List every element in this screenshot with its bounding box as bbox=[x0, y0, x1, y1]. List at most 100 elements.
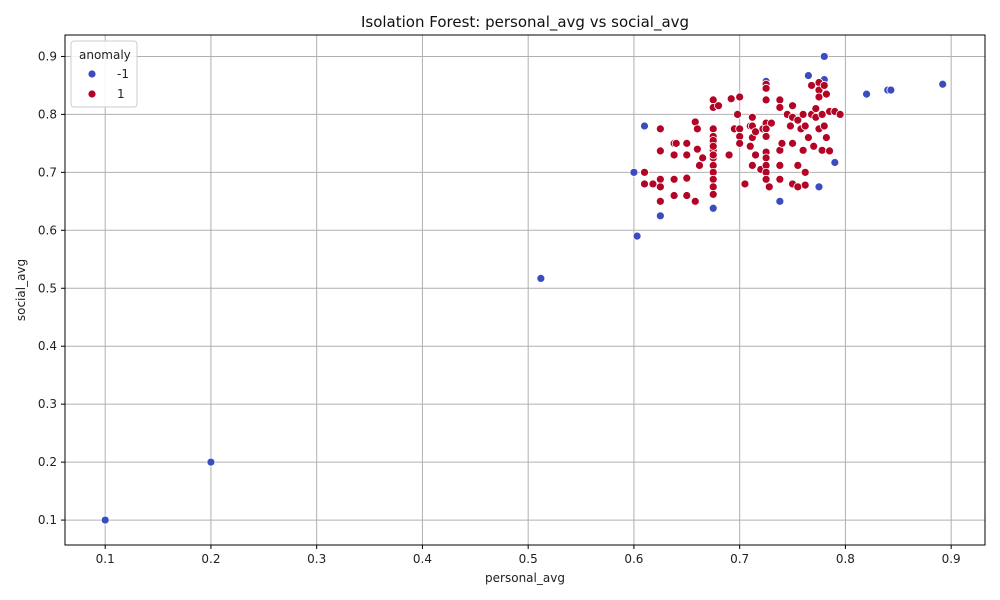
normal-point bbox=[761, 174, 771, 184]
anomaly-point bbox=[206, 457, 216, 467]
normal-point bbox=[648, 179, 658, 189]
normal-point bbox=[655, 174, 665, 184]
anomaly-point bbox=[819, 52, 829, 61]
x-axis-label: personal_avg bbox=[485, 571, 565, 585]
normal-point bbox=[804, 133, 813, 142]
plot-area bbox=[64, 34, 986, 546]
normal-point bbox=[798, 145, 808, 155]
normal-point bbox=[747, 112, 757, 122]
x-tick-label: 0.5 bbox=[519, 552, 538, 566]
normal-point bbox=[740, 179, 750, 189]
normal-point bbox=[766, 118, 776, 128]
normal-point bbox=[671, 138, 681, 148]
normal-point bbox=[800, 121, 810, 131]
normal-point bbox=[682, 173, 692, 183]
normal-point bbox=[819, 121, 829, 131]
plot-frame bbox=[64, 34, 986, 546]
normal-point bbox=[786, 121, 795, 131]
normal-point bbox=[807, 81, 816, 90]
normal-point bbox=[821, 89, 831, 99]
x-tick-label: 0.6 bbox=[624, 552, 643, 566]
x-tick-label: 0.2 bbox=[201, 552, 220, 566]
x-tick-label: 0.3 bbox=[307, 552, 326, 566]
chart-title: Isolation Forest: personal_avg vs social… bbox=[361, 13, 689, 32]
anomaly-point bbox=[830, 158, 840, 167]
legend-box bbox=[70, 40, 138, 108]
normal-point bbox=[655, 146, 665, 156]
normal-point bbox=[800, 167, 810, 177]
normal-point bbox=[793, 182, 803, 192]
normal-point bbox=[735, 124, 745, 134]
legend-marker-neg1 bbox=[87, 69, 97, 79]
normal-point bbox=[745, 141, 755, 151]
normal-point bbox=[775, 174, 785, 184]
normal-point bbox=[695, 160, 704, 170]
legend-label-1: 1 bbox=[117, 87, 125, 101]
normal-point bbox=[800, 180, 810, 190]
normal-point bbox=[640, 179, 649, 189]
normal-point bbox=[788, 101, 797, 111]
normal-point bbox=[682, 191, 692, 200]
y-tick-label: 0.3 bbox=[38, 397, 57, 411]
normal-point bbox=[775, 95, 785, 105]
normal-point bbox=[811, 104, 821, 114]
normal-point bbox=[682, 150, 692, 160]
normal-point bbox=[798, 109, 808, 119]
normal-point bbox=[764, 182, 774, 192]
y-tick-label: 0.1 bbox=[38, 513, 57, 527]
normal-point bbox=[708, 189, 718, 199]
normal-point bbox=[735, 92, 745, 102]
y-tick-label: 0.4 bbox=[38, 339, 57, 353]
normal-point bbox=[751, 127, 760, 137]
normal-point bbox=[655, 182, 665, 192]
anomaly-point bbox=[536, 274, 546, 283]
normal-point bbox=[819, 81, 829, 90]
x-tick-label: 0.7 bbox=[730, 552, 749, 566]
normal-point bbox=[793, 115, 803, 125]
anomaly-point bbox=[708, 203, 718, 213]
normal-point bbox=[708, 150, 718, 160]
anomaly-point bbox=[640, 121, 649, 131]
y-tick-label: 0.8 bbox=[38, 107, 57, 121]
y-tick-label: 0.6 bbox=[38, 223, 57, 237]
normal-point bbox=[708, 141, 718, 151]
normal-point bbox=[751, 150, 760, 160]
normal-point bbox=[775, 103, 785, 112]
legend-label-neg1: -1 bbox=[117, 67, 129, 81]
normal-point bbox=[793, 160, 803, 170]
y-tick-label: 0.9 bbox=[38, 49, 57, 63]
normal-point bbox=[655, 196, 665, 206]
normal-point bbox=[761, 132, 771, 141]
normal-point bbox=[692, 144, 702, 154]
normal-point bbox=[775, 160, 785, 170]
normal-point bbox=[714, 101, 723, 111]
anomaly-point bbox=[775, 196, 785, 206]
anomaly-point bbox=[804, 71, 813, 80]
normal-point bbox=[835, 109, 845, 119]
normal-point bbox=[825, 146, 834, 156]
normal-point bbox=[690, 196, 700, 206]
normal-point bbox=[708, 174, 718, 184]
anomaly-point bbox=[814, 182, 824, 192]
normal-point bbox=[640, 167, 649, 177]
normal-point bbox=[761, 153, 771, 163]
grid bbox=[65, 35, 985, 545]
normal-point bbox=[747, 160, 757, 170]
normal-point bbox=[669, 191, 679, 200]
y-tick-label: 0.7 bbox=[38, 165, 57, 179]
normal-point bbox=[761, 95, 771, 105]
legend-title: anomaly bbox=[79, 48, 131, 62]
normal-point bbox=[669, 174, 679, 184]
anomaly-point bbox=[629, 167, 639, 177]
normal-point bbox=[788, 138, 797, 148]
normal-point bbox=[777, 138, 787, 148]
normal-point bbox=[698, 153, 708, 163]
x-tick-label: 0.4 bbox=[413, 552, 432, 566]
normal-point bbox=[817, 109, 827, 119]
normal-point bbox=[655, 124, 665, 134]
anomaly-point bbox=[100, 515, 110, 525]
y-axis-label: social_avg bbox=[14, 259, 28, 321]
y-axis-ticks: 0.1 0.2 0.3 0.4 0.5 0.6 0.7 0.8 0.9 bbox=[38, 49, 65, 527]
x-tick-label: 0.9 bbox=[942, 552, 961, 566]
